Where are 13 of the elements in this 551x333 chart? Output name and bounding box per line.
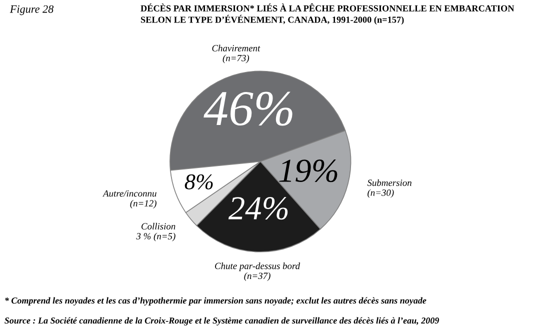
text: * Comprend les noyades et les cas d’hypothermie par immersion sans noyade; exclut les autres décès sans noyade: [5, 297, 426, 306]
caption: Figure 28: [10, 5, 54, 16]
slice-label: Submersion (n=30): [367, 179, 412, 198]
data-label: 19%: [279, 160, 338, 182]
data-label: 8%: [184, 174, 213, 190]
slice-label: Collision 3 % (n=5): [136, 222, 176, 242]
slice-label: Chute par-dessus bord (n=37): [215, 262, 300, 281]
slice-label: Chavirement (n=73): [212, 44, 260, 64]
data-label: 46%: [204, 92, 292, 126]
source-note: Source : La Société canadienne de la Croix-Rouge et le Système canadien de surveillance des décès liés à l’eau, 2009: [4, 317, 440, 326]
chart-title: DÉCÈS PAR IMMERSION* LIÉS À LA PÊCHE PROFESSIONNELLE EN EMBARCATION SELON LE TYPE D’ÉVÉNEMENT, CANADA, 1991-2000 (n=157): [140, 3, 514, 25]
slice-label: Autre/inconnu (n=12): [102, 190, 156, 208]
data-label: 24%: [228, 197, 288, 220]
